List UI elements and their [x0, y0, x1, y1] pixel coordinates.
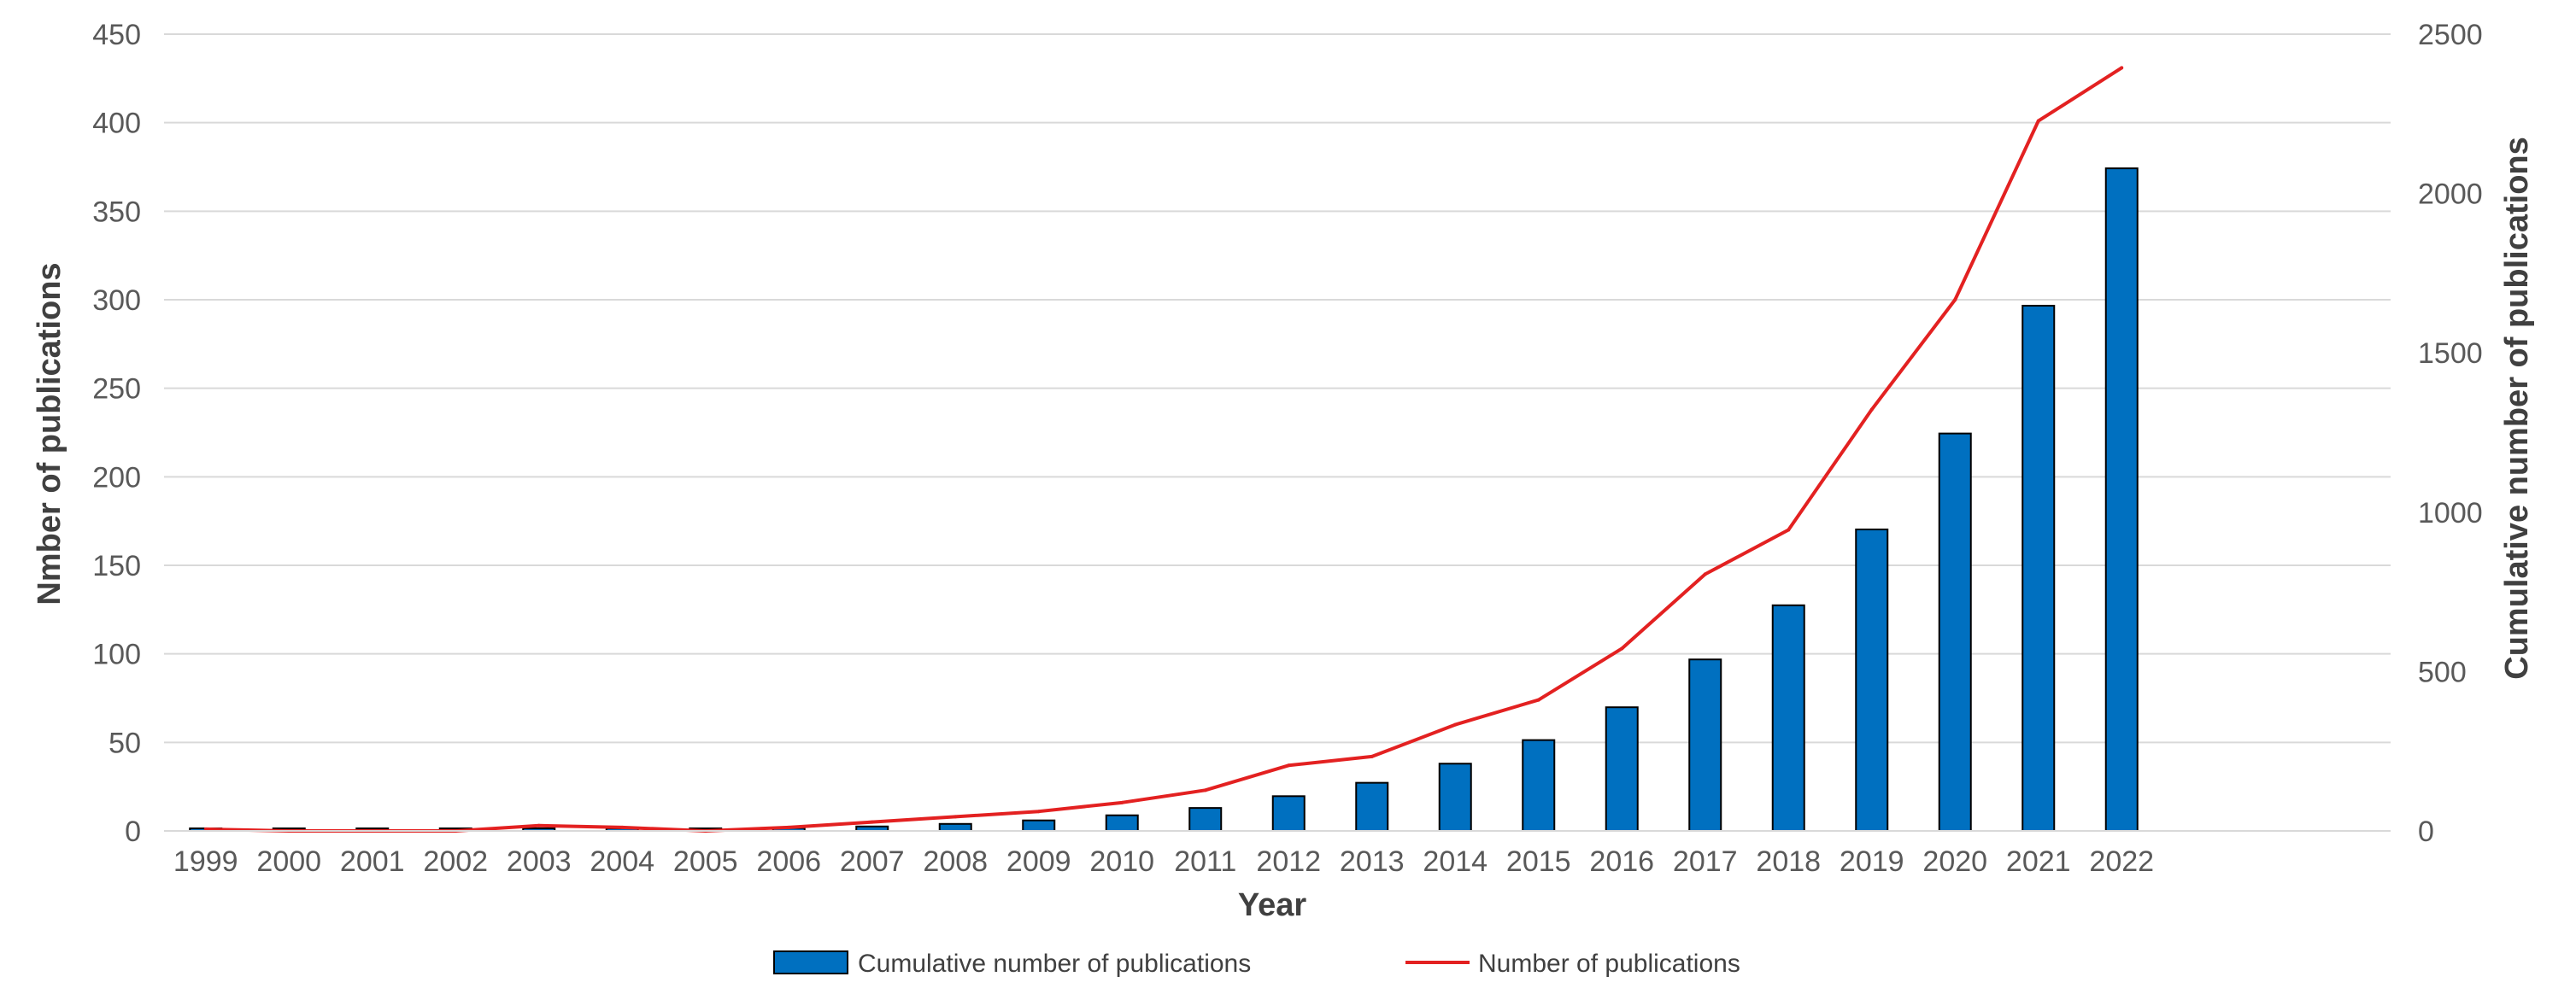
bar: [1105, 814, 1139, 832]
y-tick-label-left: 300: [92, 284, 141, 317]
line-point: [870, 820, 874, 824]
bar: [1605, 706, 1639, 833]
x-tick-label: 2015: [1506, 845, 1571, 878]
x-tick-label: 1999: [173, 845, 238, 878]
legend-bar-label: Cumulative number of publications: [858, 950, 1251, 978]
line-point: [1703, 572, 1707, 576]
line-point: [1787, 528, 1791, 532]
bar: [1438, 763, 1472, 833]
bar: [1771, 604, 1805, 832]
gridlines: [164, 33, 2391, 744]
x-axis-title: Year: [1238, 887, 1307, 923]
y-tick-label-right: 1000: [2418, 497, 2483, 529]
line-point: [1036, 810, 1041, 814]
x-tick-label: 2021: [2006, 845, 2071, 878]
y-tick-label-right: 0: [2418, 816, 2434, 848]
line-point: [1370, 754, 1374, 758]
line-point: [620, 825, 625, 829]
line-point: [1287, 763, 1291, 768]
y-tick-label-left: 150: [92, 550, 141, 582]
x-tick-label: 2006: [756, 845, 821, 878]
x-tick-label: 2012: [1256, 845, 1321, 878]
line-point: [537, 823, 541, 827]
x-tick-label: 2005: [673, 845, 738, 878]
y-tick-label-left: 100: [92, 639, 141, 671]
y-tick-label-left: 200: [92, 461, 141, 494]
x-tick-label: 2002: [423, 845, 488, 878]
bar: [1188, 807, 1223, 832]
legend-bar-swatch: [773, 950, 848, 974]
y-tick-label-left: 400: [92, 108, 141, 140]
bar: [1522, 739, 1556, 832]
y-tick-label-left: 350: [92, 196, 141, 228]
x-tick-label: 2003: [507, 845, 572, 878]
x-tick-label: 2011: [1174, 845, 1236, 878]
line-point: [1620, 646, 1624, 651]
line-point: [1953, 298, 1957, 301]
line-point: [1869, 407, 1874, 412]
y-tick-label-left: 0: [125, 816, 141, 848]
x-tick-label: 2008: [923, 845, 988, 878]
axes: 0 50 100 150 200 250 300 350 400 450 0 500 1000 1500 2…: [92, 19, 2482, 878]
y-tick-label-right: 500: [2418, 656, 2467, 688]
x-tick-label: 2016: [1589, 845, 1654, 878]
y-axis-title-right: Cumulative number of publications: [2499, 137, 2535, 680]
line-series: [203, 66, 2124, 833]
bar: [1688, 658, 1722, 832]
bar: [1022, 819, 1056, 832]
x-tick-label: 2020: [1922, 845, 1987, 878]
line-point: [954, 815, 958, 819]
x-tick-label: 2019: [1840, 845, 1904, 878]
x-tick-label: 2000: [256, 845, 321, 878]
bar: [1855, 528, 1889, 833]
line-point: [1453, 722, 1458, 727]
bar: [1271, 795, 1306, 833]
bar: [1938, 432, 1972, 832]
line-point: [2036, 119, 2040, 123]
y-axis-title-left: Nmber of publications: [32, 262, 67, 605]
line-point: [1120, 800, 1124, 804]
line-point: [787, 825, 791, 829]
y-tick-label-right: 1500: [2418, 337, 2483, 370]
x-tick-label: 2009: [1006, 845, 1071, 878]
x-tick-label: 2017: [1673, 845, 1738, 878]
line-point: [2120, 66, 2124, 70]
bar: [2104, 167, 2139, 833]
bar: [938, 822, 972, 833]
x-tick-label: 2018: [1756, 845, 1821, 878]
series-line: [205, 66, 2123, 833]
bar: [1355, 781, 1389, 832]
bar-series: [189, 167, 2139, 833]
x-tick-label: 2022: [2089, 845, 2154, 878]
y-tick-label-left: 50: [109, 727, 141, 759]
x-tick-label: 2013: [1340, 845, 1405, 878]
bar: [2021, 304, 2056, 833]
x-tick-label: 2001: [340, 845, 405, 878]
legend-line-label: Number of publications: [1478, 950, 1740, 978]
y-tick-label-right: 2000: [2418, 178, 2483, 211]
y-tick-label-left: 250: [92, 373, 141, 406]
x-tick-label: 2014: [1423, 845, 1488, 878]
x-tick-label: 2007: [840, 845, 905, 878]
y-tick-label-left: 450: [92, 19, 141, 51]
x-tick-label: 2010: [1089, 845, 1154, 878]
x-tick-label: 2004: [590, 845, 654, 878]
line-point: [1203, 788, 1207, 792]
legend: Cumulative number of publications Number…: [773, 950, 1740, 978]
y-tick-label-right: 2500: [2418, 19, 2483, 51]
line-point: [203, 827, 208, 831]
line-point: [1536, 698, 1540, 702]
